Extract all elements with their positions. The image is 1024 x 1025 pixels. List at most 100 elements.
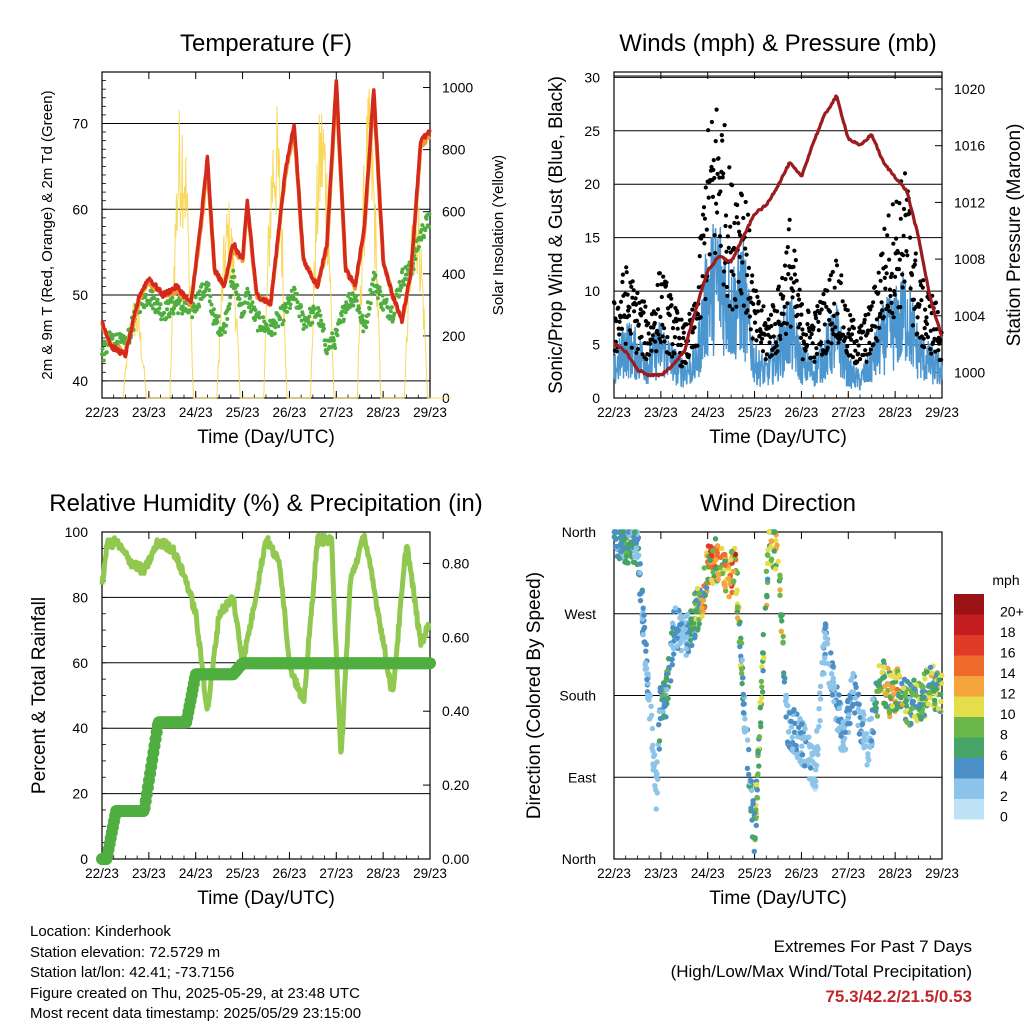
dewpoint-point: [370, 290, 375, 295]
direction-point: [637, 591, 643, 597]
wind-gust-point: [655, 328, 660, 333]
wind-gust-point: [824, 304, 829, 309]
dewpoint-point: [155, 297, 160, 302]
wind-gust-point: [884, 271, 889, 276]
direction-point: [726, 575, 732, 582]
dewpoint-point: [332, 342, 337, 347]
wind-gust-point: [736, 279, 741, 284]
direction-point: [742, 716, 748, 722]
wind-gust-point: [768, 335, 773, 340]
dewpoint-point: [285, 309, 290, 314]
wind-gust-point: [888, 274, 894, 280]
direction-point: [844, 721, 851, 727]
colorbar-swatch: [954, 696, 984, 717]
wind-gust-point: [902, 171, 908, 176]
wind-gust-point: [667, 351, 672, 356]
wind-gust-point: [683, 360, 688, 366]
direction-point: [799, 743, 805, 749]
direction-point: [791, 707, 797, 713]
direction-ytick-label: North: [562, 851, 596, 867]
wind-gust-point: [851, 317, 856, 322]
humidity-ytick-right-label: 0.00: [442, 851, 469, 867]
direction-point: [784, 739, 791, 745]
winds-ytick-label: 10: [584, 283, 600, 299]
wind-gust-point: [900, 285, 905, 290]
dewpoint-point: [424, 216, 429, 221]
direction-point: [835, 717, 842, 723]
direction-point: [614, 553, 621, 559]
direction-point: [873, 705, 879, 711]
wind-gust-point: [690, 307, 695, 312]
colorbar-label: 10: [1000, 706, 1016, 722]
dewpoint-point: [295, 292, 299, 296]
colorbar-swatch: [954, 594, 984, 615]
humidity-xtick-label: 29/23: [413, 866, 447, 881]
dewpoint-point: [310, 320, 315, 325]
direction-point: [736, 639, 742, 645]
direction-point: [788, 724, 795, 730]
wind-gust-point: [939, 357, 944, 362]
direction-point: [688, 608, 694, 614]
wind-gust-point: [655, 282, 660, 288]
wind-gust-point: [832, 285, 837, 290]
wind-gust-point: [869, 304, 874, 309]
humidity-ytick-label: 60: [72, 655, 88, 671]
colorbar-label: 2: [1000, 788, 1008, 804]
dewpoint-point: [361, 329, 366, 334]
wind-gust-point: [886, 213, 891, 218]
direction-point: [924, 669, 930, 675]
direction-point: [912, 690, 919, 696]
direction-point: [764, 592, 770, 599]
direction-point: [919, 682, 925, 688]
extremes-title: Extremes For Past 7 Days: [773, 937, 972, 956]
dewpoint-point: [335, 333, 340, 338]
wind-gust-point: [889, 271, 895, 276]
direction-point: [663, 675, 670, 681]
colorbar-swatch: [954, 655, 984, 676]
wind-gust-point: [816, 319, 821, 324]
dewpoint-point: [378, 289, 383, 294]
wind-gust-point: [781, 311, 786, 317]
direction-point: [712, 536, 719, 542]
wind-gust-point: [925, 335, 931, 340]
direction-point: [886, 710, 893, 716]
precipitation-point: [424, 657, 436, 670]
direction-point: [640, 632, 646, 638]
direction-point: [644, 671, 650, 677]
dewpoint-point: [236, 293, 241, 298]
wind-gust-point: [928, 347, 933, 352]
wind-gust-point: [827, 277, 832, 282]
pressure-line: [613, 94, 944, 378]
direction-point: [683, 646, 689, 652]
wind-gust-point: [711, 158, 716, 163]
dewpoint-point: [402, 282, 407, 287]
wind-gust-point: [612, 301, 617, 306]
dewpoint-point: [110, 336, 115, 341]
dewpoint-point: [318, 313, 323, 318]
dewpoint-point: [190, 315, 195, 320]
direction-xtick-label: 23/23: [644, 866, 678, 881]
direction-point: [846, 707, 852, 713]
dewpoint-point: [170, 295, 175, 300]
dewpoint-point: [388, 309, 393, 314]
dewpoint-point: [165, 307, 169, 312]
direction-point: [771, 548, 777, 554]
dewpoint-point: [227, 302, 232, 307]
direction-point: [780, 633, 786, 640]
direction-point: [850, 670, 856, 677]
wind-gust-point: [731, 272, 736, 277]
direction-point: [733, 590, 739, 597]
direction-point: [831, 698, 837, 705]
wind-gust-point: [735, 202, 740, 208]
wind-gust-point: [755, 294, 760, 299]
temperature-xtick-label: 27/23: [319, 405, 353, 420]
direction-point: [726, 594, 732, 600]
direction-point: [797, 715, 803, 722]
direction-point: [813, 762, 820, 768]
wind-gust-point: [618, 299, 624, 304]
wind-gust-point: [804, 332, 809, 337]
direction-point: [866, 757, 872, 763]
wind-gust-point: [643, 304, 648, 309]
elevation-text: Station elevation: 72.5729 m: [30, 943, 221, 961]
dewpoint-point: [299, 304, 304, 309]
